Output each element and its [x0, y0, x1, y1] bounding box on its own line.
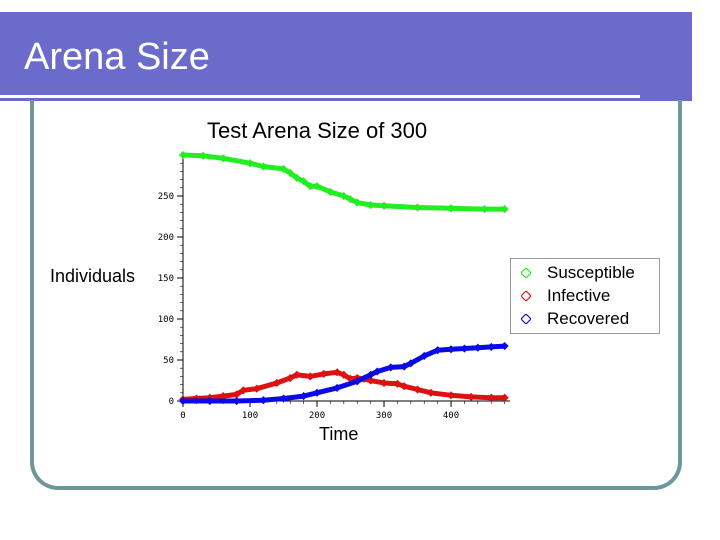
- data-point-susceptible: [279, 164, 288, 174]
- y-tick-label: 50: [163, 356, 174, 366]
- x-tick-label: 0: [180, 411, 185, 421]
- diamond-marker-icon: [521, 313, 531, 324]
- data-point-recovered: [446, 345, 456, 354]
- y-tick-label: 100: [158, 315, 174, 325]
- slide-title: Arena Size: [24, 36, 210, 78]
- x-tick-label: 300: [376, 411, 392, 421]
- title-underline: [0, 95, 640, 98]
- data-point-infective: [272, 378, 281, 388]
- content-frame: [30, 100, 682, 490]
- data-point-infective: [393, 379, 402, 388]
- chart-title: Test Arena Size of 300: [207, 118, 428, 143]
- data-point-recovered: [460, 344, 469, 353]
- data-point-susceptible: [413, 203, 422, 212]
- data-point-recovered: [333, 383, 342, 392]
- data-point-infective: [319, 369, 328, 379]
- data-point-recovered: [400, 362, 409, 371]
- data-point-recovered: [259, 396, 268, 405]
- data-point-infective: [333, 368, 342, 377]
- data-point-susceptible: [299, 177, 308, 186]
- legend-item-susceptible: Susceptible: [521, 261, 659, 284]
- data-point-susceptible: [199, 151, 208, 160]
- data-point-infective: [500, 393, 509, 402]
- legend-label-susceptible: Susceptible: [547, 262, 635, 282]
- data-point-susceptible: [178, 150, 188, 160]
- data-point-susceptible: [312, 182, 322, 191]
- data-point-susceptible: [500, 205, 509, 214]
- data-point-infective: [487, 393, 496, 402]
- data-point-infective: [446, 391, 456, 400]
- title-bar: [0, 12, 692, 104]
- data-point-infective: [306, 372, 315, 381]
- data-point-susceptible: [353, 198, 362, 207]
- data-point-recovered: [205, 396, 214, 406]
- y-tick-label: 0: [169, 397, 174, 407]
- data-point-infective: [252, 384, 261, 393]
- series-line-susceptible: [180, 152, 508, 212]
- x-tick-label: 100: [242, 411, 258, 421]
- data-point-infective: [413, 385, 422, 394]
- y-tick-label: 250: [158, 192, 174, 202]
- data-point-infective: [467, 392, 476, 401]
- data-point-susceptible: [286, 168, 295, 178]
- data-point-infective: [286, 373, 295, 383]
- data-point-recovered: [178, 396, 188, 406]
- data-point-infective: [239, 386, 248, 395]
- data-point-recovered: [299, 392, 308, 401]
- legend-item-infective: Infective: [521, 284, 659, 307]
- data-point-susceptible: [259, 162, 268, 171]
- data-point-recovered: [353, 377, 362, 386]
- data-point-recovered: [279, 394, 288, 403]
- y-tick-label: 150: [158, 274, 174, 284]
- x-axis-label: Time: [319, 424, 359, 444]
- diamond-marker-icon: [521, 290, 531, 301]
- data-point-infective: [339, 370, 348, 379]
- data-point-susceptible: [379, 201, 389, 210]
- data-point-recovered: [366, 370, 375, 379]
- x-tick-label: 400: [443, 411, 459, 421]
- diamond-marker-icon: [521, 267, 531, 278]
- data-point-susceptible: [292, 173, 301, 183]
- legend-label-recovered: Recovered: [547, 308, 630, 328]
- legend-item-recovered: Recovered: [521, 307, 659, 330]
- data-point-recovered: [386, 363, 395, 372]
- data-point-susceptible: [245, 159, 255, 168]
- data-point-recovered: [312, 388, 322, 397]
- data-point-infective: [426, 388, 435, 397]
- data-point-susceptible: [446, 204, 456, 213]
- data-point-recovered: [232, 396, 241, 406]
- data-point-susceptible: [326, 187, 335, 196]
- y-axis-label: Individuals: [50, 266, 136, 286]
- legend: Susceptible Infective Recovered: [510, 258, 660, 334]
- data-point-infective: [400, 382, 409, 391]
- data-point-susceptible: [480, 205, 489, 214]
- data-point-recovered: [487, 342, 496, 351]
- data-point-susceptible: [366, 200, 375, 210]
- data-point-recovered: [500, 341, 509, 351]
- title-underline-long: [0, 101, 692, 104]
- data-point-recovered: [433, 346, 442, 355]
- legend-label-infective: Infective: [547, 285, 611, 305]
- data-point-recovered: [473, 343, 482, 352]
- data-point-susceptible: [219, 154, 228, 163]
- data-point-recovered: [406, 359, 415, 368]
- data-point-susceptible: [346, 195, 355, 204]
- x-tick-label: 200: [309, 411, 325, 421]
- data-point-susceptible: [306, 182, 315, 191]
- data-point-recovered: [420, 351, 429, 360]
- y-tick-label: 200: [158, 233, 174, 243]
- data-point-infective: [292, 370, 301, 379]
- data-point-infective: [366, 376, 375, 385]
- data-point-susceptible: [339, 191, 348, 201]
- data-point-recovered: [373, 367, 382, 376]
- data-point-infective: [379, 378, 389, 388]
